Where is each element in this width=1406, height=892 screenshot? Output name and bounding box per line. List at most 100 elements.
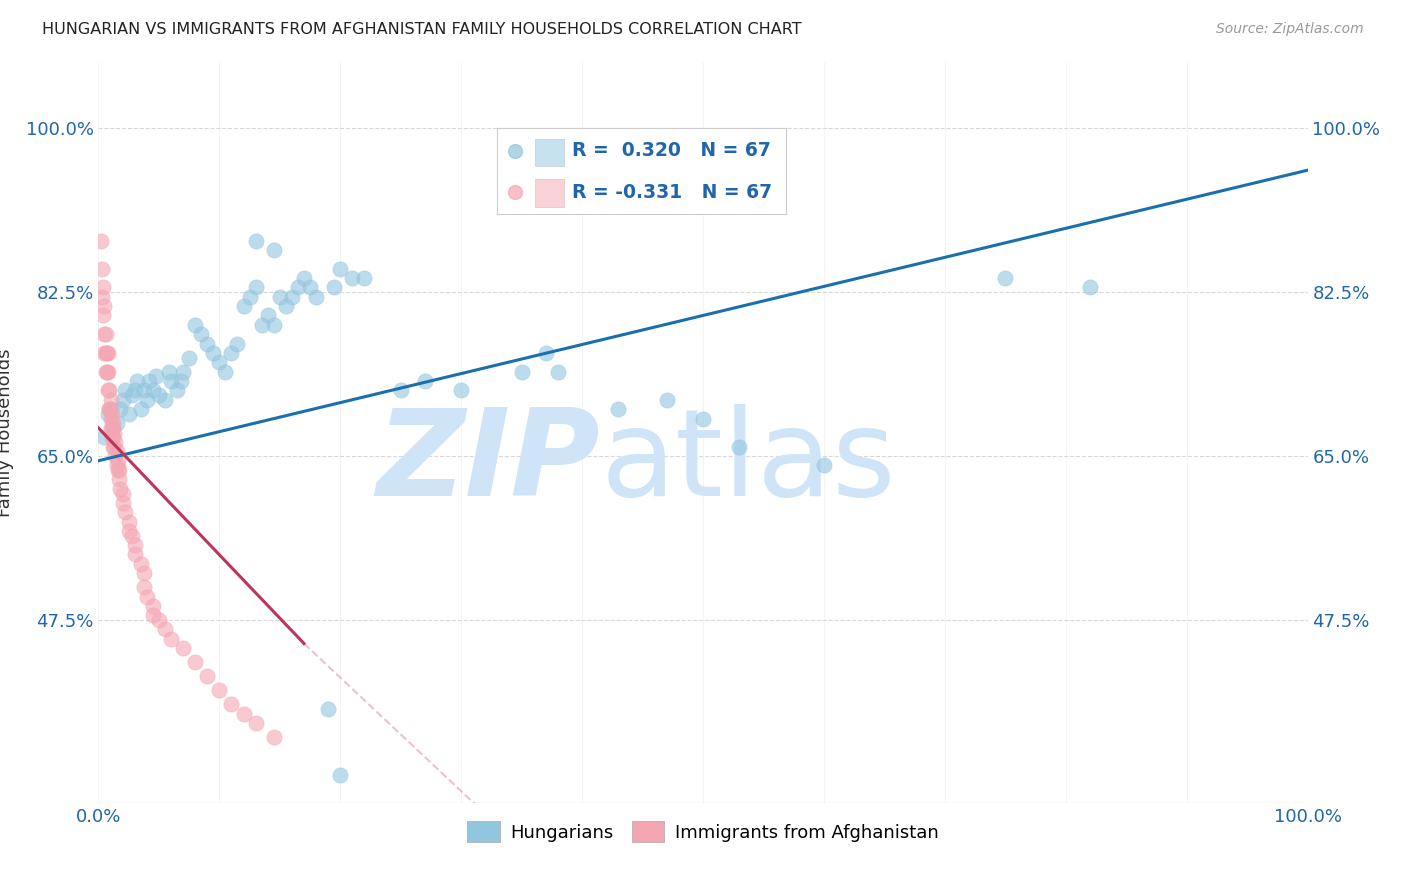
Point bbox=[103, 440, 125, 454]
Point bbox=[98, 402, 121, 417]
Point bbox=[134, 580, 156, 594]
Point bbox=[124, 384, 146, 398]
Point bbox=[195, 669, 218, 683]
Point bbox=[114, 384, 136, 398]
Point bbox=[153, 623, 176, 637]
Point bbox=[93, 346, 115, 360]
Point bbox=[100, 421, 122, 435]
Point bbox=[329, 767, 352, 781]
Point bbox=[202, 346, 225, 360]
Point bbox=[97, 346, 120, 360]
Point bbox=[179, 351, 201, 365]
Point bbox=[292, 271, 315, 285]
Point bbox=[111, 496, 134, 510]
Point bbox=[184, 318, 207, 332]
Point bbox=[353, 271, 375, 285]
Point bbox=[111, 392, 134, 407]
Point bbox=[91, 309, 114, 323]
Point bbox=[323, 280, 346, 294]
Point bbox=[274, 299, 297, 313]
Point bbox=[299, 280, 322, 294]
Point bbox=[342, 271, 364, 285]
Point bbox=[1078, 280, 1101, 294]
FancyBboxPatch shape bbox=[534, 179, 564, 207]
Point bbox=[245, 716, 267, 731]
Text: atlas: atlas bbox=[600, 404, 896, 521]
Point bbox=[534, 346, 557, 360]
FancyBboxPatch shape bbox=[534, 139, 564, 166]
Point bbox=[96, 346, 118, 360]
Point bbox=[221, 346, 243, 360]
Point bbox=[169, 374, 191, 388]
Point bbox=[287, 280, 309, 294]
Point bbox=[153, 392, 176, 407]
Point bbox=[135, 590, 157, 604]
Point bbox=[305, 290, 328, 304]
Point bbox=[121, 388, 143, 402]
Point bbox=[129, 557, 152, 571]
Point bbox=[91, 280, 114, 294]
Point bbox=[96, 365, 118, 379]
Point bbox=[105, 444, 128, 458]
Point bbox=[94, 327, 117, 342]
Point bbox=[208, 683, 231, 698]
Point bbox=[93, 430, 115, 444]
Point bbox=[98, 384, 121, 398]
Point bbox=[607, 402, 630, 417]
Point bbox=[124, 538, 146, 552]
Point bbox=[142, 608, 165, 623]
Point bbox=[134, 384, 156, 398]
Point bbox=[172, 365, 194, 379]
Point bbox=[214, 365, 236, 379]
Point bbox=[250, 318, 273, 332]
Point bbox=[98, 402, 121, 417]
Point bbox=[101, 416, 124, 430]
Point bbox=[256, 309, 278, 323]
Point bbox=[160, 632, 183, 646]
Point bbox=[100, 411, 122, 425]
Point bbox=[100, 421, 122, 435]
Point bbox=[245, 234, 267, 248]
Point bbox=[190, 327, 212, 342]
Point bbox=[97, 365, 120, 379]
Text: R =  0.320   N = 67: R = 0.320 N = 67 bbox=[572, 141, 770, 161]
Point bbox=[118, 524, 141, 538]
Point bbox=[127, 374, 149, 388]
Point bbox=[239, 290, 262, 304]
Point bbox=[111, 486, 134, 500]
Point bbox=[316, 702, 339, 716]
Legend: Hungarians, Immigrants from Afghanistan: Hungarians, Immigrants from Afghanistan bbox=[460, 814, 946, 849]
Point bbox=[108, 482, 131, 496]
Point bbox=[100, 402, 122, 417]
Point bbox=[101, 440, 124, 454]
Point bbox=[389, 384, 412, 398]
Point bbox=[108, 473, 131, 487]
Point bbox=[118, 407, 141, 421]
Point bbox=[94, 346, 117, 360]
Point bbox=[91, 261, 114, 276]
Point bbox=[94, 365, 117, 379]
Point bbox=[245, 280, 267, 294]
Point bbox=[129, 402, 152, 417]
Point bbox=[692, 411, 714, 425]
Point bbox=[160, 374, 183, 388]
Point bbox=[510, 365, 533, 379]
Point bbox=[226, 336, 249, 351]
Point bbox=[232, 706, 254, 721]
Point bbox=[121, 529, 143, 543]
Point bbox=[105, 416, 128, 430]
Point bbox=[101, 430, 124, 444]
Point bbox=[93, 299, 115, 313]
Point bbox=[329, 261, 352, 276]
Point bbox=[208, 355, 231, 369]
Point bbox=[134, 566, 156, 581]
Text: HUNGARIAN VS IMMIGRANTS FROM AFGHANISTAN FAMILY HOUSEHOLDS CORRELATION CHART: HUNGARIAN VS IMMIGRANTS FROM AFGHANISTAN… bbox=[42, 22, 801, 37]
Point bbox=[124, 548, 146, 562]
Point bbox=[93, 327, 115, 342]
Point bbox=[108, 463, 131, 477]
Point bbox=[138, 374, 160, 388]
Point bbox=[450, 384, 472, 398]
Text: ZIP: ZIP bbox=[377, 404, 600, 521]
Point bbox=[195, 336, 218, 351]
Point bbox=[263, 318, 285, 332]
